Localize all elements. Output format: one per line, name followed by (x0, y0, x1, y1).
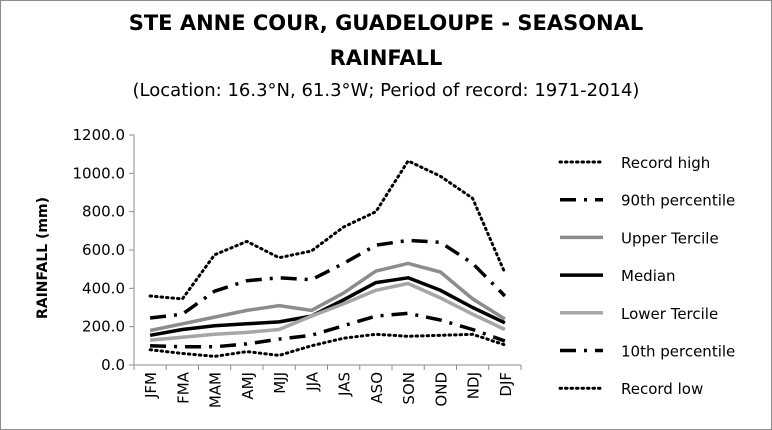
legend-label-record-low: Record low (621, 380, 703, 398)
series-line-record-low (148, 332, 507, 358)
y-tick-label: 0.0 (101, 356, 125, 374)
y-axis-label: RAINFALL (mm) (35, 197, 51, 319)
chart-title-line2: RAINFALL (329, 46, 443, 70)
x-tick-label: FMA (174, 371, 192, 404)
legend-label-lower-tercile: Lower Tercile (621, 305, 718, 323)
x-tick-label: JJA (303, 371, 321, 392)
chart-title-line1: STE ANNE COUR, GUADELOUPE - SEASONAL (128, 11, 644, 35)
x-tick-label: MAM (207, 372, 225, 408)
legend-label-90th-percentile: 90th percentile (621, 192, 735, 210)
x-tick-label: DJF (497, 372, 515, 397)
x-tick-label: ASO (368, 372, 386, 404)
series-line-90th-percentile (149, 238, 507, 320)
x-tick-label: NDJ (465, 372, 483, 399)
y-tick-label: 1200.0 (73, 126, 126, 144)
series-line-10th-percentile (150, 311, 506, 349)
x-tick-label: JFM (142, 372, 160, 399)
x-tick-label: MJJ (271, 372, 289, 394)
y-axis-ticks: 0.0 200.0 400.0 600.0 800.0 1000.0 1200.0 (73, 126, 134, 374)
legend-label-upper-tercile: Upper Tercile (621, 229, 719, 247)
x-tick-label: SON (400, 372, 418, 405)
y-tick-label: 800.0 (82, 203, 125, 221)
legend-label-record-high: Record high (621, 154, 710, 172)
series-line-upper-tercile (149, 261, 506, 333)
chart-subtitle: (Location: 16.3°N, 61.3°W; Period of rec… (132, 80, 640, 101)
y-tick-label: 400.0 (82, 279, 125, 297)
series-line-record-high (148, 159, 507, 301)
legend: Record high 90th percentile Upper Tercile M… (558, 154, 735, 398)
y-tick-label: 200.0 (82, 318, 125, 336)
y-tick-label: 1000.0 (73, 164, 126, 182)
y-tick-label: 600.0 (82, 241, 125, 259)
x-tick-label: AMJ (239, 372, 257, 400)
legend-label-median: Median (621, 267, 676, 285)
series-line-lower-tercile (149, 281, 506, 342)
x-axis-ticks: JFM FMA MAM AMJ MJJ JJA JAS ASO SON OND NDJ DJF (133, 365, 522, 408)
series-line-median (149, 276, 506, 338)
series-lines (148, 159, 507, 358)
x-tick-label: JAS (336, 372, 354, 397)
legend-label-10th-percentile: 10th percentile (621, 343, 735, 361)
x-tick-label: OND (432, 372, 450, 407)
